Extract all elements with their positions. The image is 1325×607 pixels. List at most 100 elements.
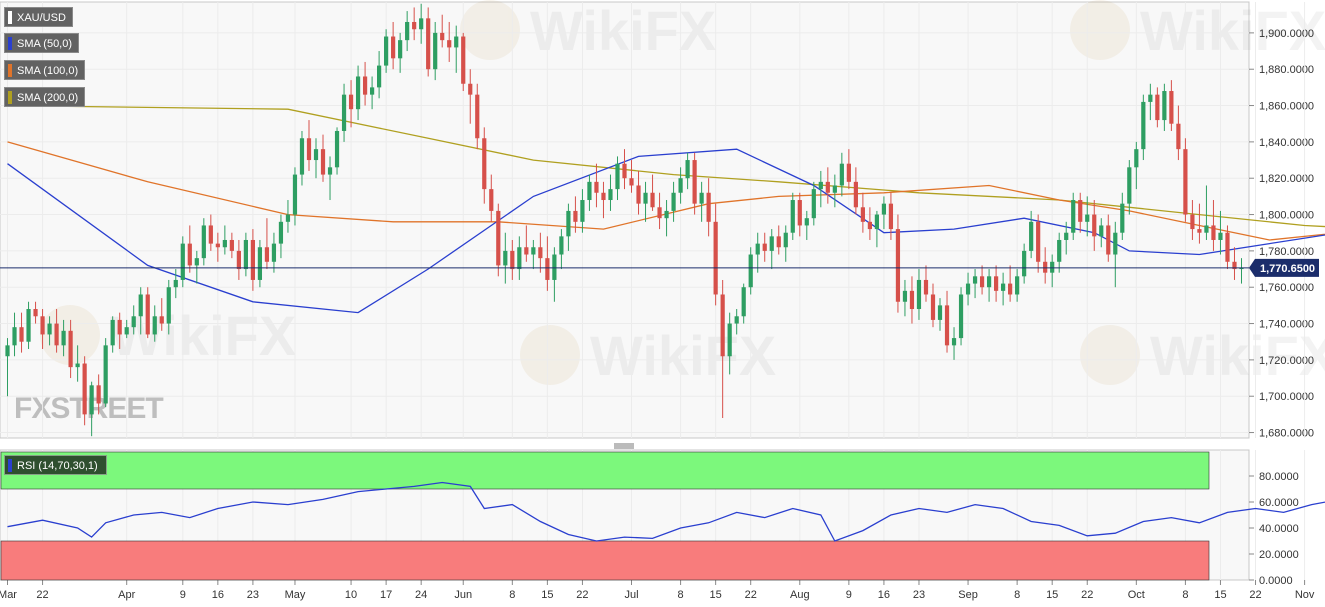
sma100-line xyxy=(7,141,1325,241)
candle-body xyxy=(82,363,87,415)
candle-body xyxy=(1106,225,1111,255)
sma200-badge[interactable]: SMA (200,0) xyxy=(4,87,86,107)
candle-body xyxy=(923,279,929,295)
candle-body xyxy=(166,287,171,324)
sma100-badge[interactable]: SMA (100,0) xyxy=(4,60,86,80)
candle-body xyxy=(636,185,641,204)
candle-body xyxy=(1015,276,1020,295)
candle-body xyxy=(124,327,129,335)
candle-body xyxy=(776,236,781,248)
sma200-swatch-icon xyxy=(8,91,12,104)
candle-body xyxy=(811,189,816,219)
candle-body xyxy=(545,258,550,280)
sma50-badge[interactable]: SMA (50,0) xyxy=(4,33,80,53)
candle-body xyxy=(327,167,333,175)
candle-body xyxy=(727,323,732,357)
candle-body xyxy=(103,345,108,404)
candle-body xyxy=(362,76,368,95)
candle-body xyxy=(895,229,901,302)
candle-body xyxy=(797,200,802,226)
candle-body xyxy=(1190,214,1195,230)
candle-body xyxy=(860,207,865,222)
candle-body xyxy=(454,36,459,48)
candle-body xyxy=(972,276,978,284)
candle-body xyxy=(1141,101,1146,150)
time-tick-label: 16 xyxy=(212,589,224,601)
time-tick-label: 22 xyxy=(36,589,48,601)
candle-body xyxy=(1204,225,1209,233)
symbol-label: XAU/USD xyxy=(17,12,66,24)
rsi-tick-label: 80.0000 xyxy=(1259,471,1299,483)
time-tick-label: 15 xyxy=(710,589,722,601)
candle-body xyxy=(1197,229,1202,233)
candle-body xyxy=(222,239,227,248)
candle-body xyxy=(1120,203,1125,233)
time-tick-label: 22 xyxy=(745,589,757,601)
candle-body xyxy=(201,225,206,259)
candle-body xyxy=(278,221,284,244)
rsi-tick-label: 20.0000 xyxy=(1259,549,1299,561)
candle-body xyxy=(19,327,24,342)
rsi-swatch-icon xyxy=(8,459,12,472)
rsi-badge[interactable]: RSI (14,70,30,1) xyxy=(4,455,107,475)
symbol-badge[interactable]: XAU/USD xyxy=(4,7,73,27)
candle-body xyxy=(755,243,760,255)
current-price-label: 1,770.6500 xyxy=(1260,263,1315,275)
candle-body xyxy=(622,163,627,179)
candle-body xyxy=(839,163,844,186)
candle-body xyxy=(846,163,851,182)
candle-body xyxy=(664,210,669,219)
candle-body xyxy=(369,87,375,95)
time-tick-label: 16 xyxy=(878,589,890,601)
time-tick-label: Aug xyxy=(790,589,810,601)
candle-body xyxy=(748,254,753,288)
candle-body xyxy=(271,243,277,262)
price-tick-label: 1,880.0000 xyxy=(1259,64,1314,76)
time-tick-label: Jun xyxy=(454,589,472,601)
candle-body xyxy=(1169,91,1174,124)
watermark-logo-icon xyxy=(520,325,580,385)
sma50-swatch-icon xyxy=(8,37,12,50)
time-tick-label: 22 xyxy=(1081,589,1093,601)
candle-body xyxy=(440,32,445,41)
candle-body xyxy=(320,149,326,175)
time-tick-label: 15 xyxy=(1214,589,1226,601)
candle-body xyxy=(33,309,38,317)
candle-body xyxy=(951,338,957,346)
candle-body xyxy=(1029,221,1034,251)
candle-body xyxy=(1148,94,1153,102)
time-tick-label: 24 xyxy=(415,589,427,601)
candle-body xyxy=(89,385,94,415)
candle-body xyxy=(594,181,599,193)
price-tick-label: 1,740.0000 xyxy=(1259,319,1314,331)
candle-body xyxy=(26,309,31,342)
candle-body xyxy=(159,316,164,324)
current-price-tag xyxy=(1249,258,1319,277)
candle-body xyxy=(993,276,999,291)
candle-body xyxy=(1022,250,1027,277)
time-tick-label: 15 xyxy=(541,589,553,601)
candle-body xyxy=(790,200,795,233)
candle-body xyxy=(986,276,992,288)
watermark-text: WikiFX xyxy=(590,324,776,387)
price-tick-label: 1,820.0000 xyxy=(1259,173,1314,185)
candle-body xyxy=(292,174,298,215)
candle-body xyxy=(804,218,809,226)
candle-body xyxy=(608,189,613,201)
candle-body xyxy=(152,316,157,335)
sma50-label: SMA (50,0) xyxy=(17,38,73,50)
candle-body xyxy=(1071,200,1076,233)
candle-body xyxy=(496,210,501,266)
candle-body xyxy=(867,221,872,230)
candle-body xyxy=(117,319,122,335)
price-tick-label: 1,800.0000 xyxy=(1259,210,1314,222)
candle-body xyxy=(853,181,858,208)
price-tick-label: 1,840.0000 xyxy=(1259,137,1314,149)
candle-body xyxy=(615,163,620,190)
candle-body xyxy=(573,210,578,222)
time-tick-label: 9 xyxy=(180,589,186,601)
candle-body xyxy=(1162,91,1167,121)
candle-body xyxy=(1092,214,1097,237)
candle-body xyxy=(355,76,361,110)
